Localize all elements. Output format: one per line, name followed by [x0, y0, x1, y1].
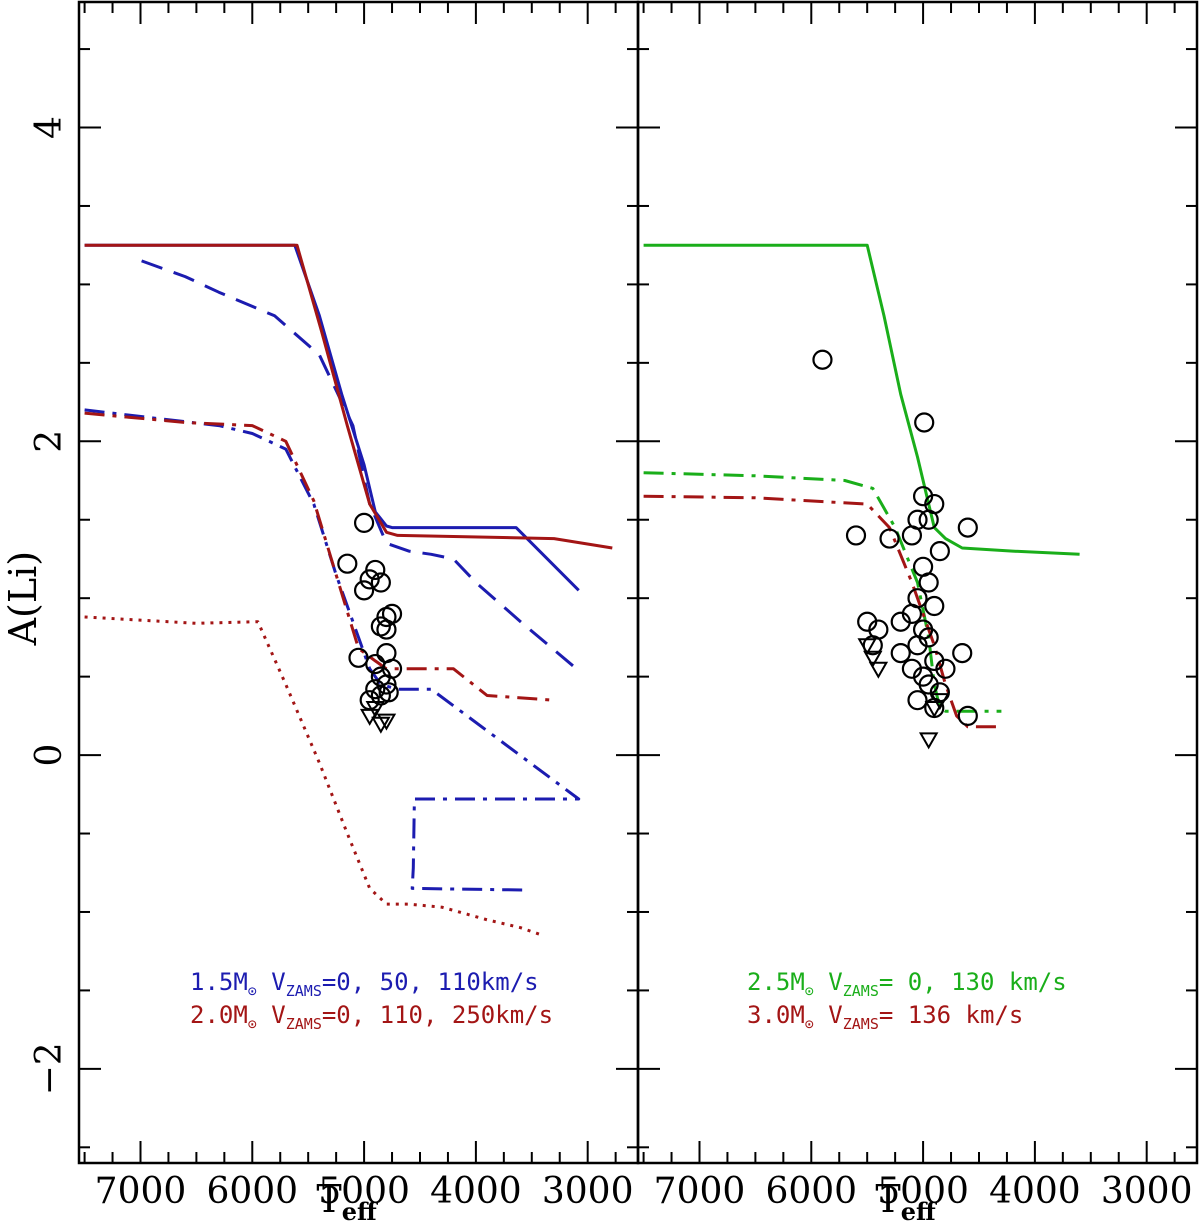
data-point-circle [935, 658, 956, 679]
data-point-circle [952, 643, 973, 664]
legend-v-sub: ZAMS [843, 982, 879, 1000]
legend-values: = 0, 130 km/s [879, 968, 1067, 996]
series-line-5 [84, 615, 544, 937]
series-line-4 [84, 411, 555, 702]
legend-entry: 2.0M⊙ VZAMS=0, 110, 250km/s [190, 1001, 553, 1033]
data-point-circle [957, 517, 978, 538]
data-point-circle [845, 525, 867, 546]
data-point-circle [918, 572, 939, 593]
legend-sun-symbol: ⊙ [248, 1015, 257, 1033]
legend-sun-symbol: ⊙ [248, 982, 257, 1000]
data-point-circle [857, 611, 878, 632]
series-line-1 [141, 259, 578, 670]
data-point-circle [862, 635, 883, 656]
data-point-upper-limit [376, 713, 397, 731]
legend-entry: 3.0M⊙ VZAMS= 136 km/s [747, 1001, 1023, 1033]
data-point-circle [907, 690, 928, 711]
y-tick-label: 2 [29, 430, 70, 453]
x-tick-label: 6000 [765, 1171, 857, 1212]
y-tick-label: 0 [29, 744, 70, 767]
legend-v: V [814, 1001, 843, 1029]
data-point-circle [812, 349, 833, 370]
legend-v: V [257, 968, 286, 996]
legend-v-sub: ZAMS [286, 1015, 322, 1033]
data-point-circle [890, 643, 911, 664]
data-point-circle [337, 553, 358, 574]
data-point-circle [914, 412, 935, 433]
data-point-circle [901, 658, 923, 679]
x-tick-label: 6000 [206, 1171, 298, 1212]
data-point-circle [376, 619, 397, 640]
x-tick-label: 4000 [430, 1171, 522, 1212]
data-point-upper-limit [863, 650, 883, 668]
x-tick-label: 5000 [877, 1171, 969, 1212]
series-line-1 [643, 471, 1002, 713]
data-point-circle [365, 559, 386, 581]
x-tick-label: 4000 [989, 1171, 1081, 1212]
series-line-3 [84, 243, 613, 550]
legend-entry: 2.5M⊙ VZAMS= 0, 130 km/s [747, 968, 1067, 1000]
legend-mass: 2.5M [747, 968, 805, 996]
data-point-circle [957, 705, 978, 726]
x-tick-label: 7000 [654, 1171, 746, 1212]
data-point-circle [924, 595, 945, 617]
data-point-upper-limit [365, 701, 385, 719]
data-point-upper-limit [930, 693, 950, 711]
y-axis-title: A(Li) [1, 551, 45, 646]
legend-v-sub: ZAMS [286, 982, 322, 1000]
x-axis-title-sub: eff [342, 1197, 378, 1223]
y-tick-label: −2 [29, 1042, 70, 1095]
legend-v-sub: ZAMS [843, 1015, 879, 1033]
y-tick-label: 4 [29, 116, 70, 139]
data-point-circle [907, 635, 928, 656]
x-tick-label: 7000 [95, 1171, 187, 1212]
data-point-circle [901, 525, 923, 546]
data-point-circle [929, 541, 950, 562]
legend-entry: 1.5M⊙ VZAMS=0, 50, 110km/s [190, 968, 539, 1000]
data-point-upper-limit [868, 661, 889, 679]
legend-values: =0, 50, 110km/s [322, 968, 539, 996]
legend-v: V [257, 1001, 286, 1029]
plot-area [643, 243, 1080, 750]
legend-sun-symbol: ⊙ [805, 1015, 814, 1033]
data-point-circle [353, 580, 375, 601]
data-point-upper-limit [857, 638, 877, 656]
x-axis-title-sub: eff [901, 1197, 937, 1223]
x-tick-label: 5000 [318, 1171, 410, 1212]
series-line-2 [643, 494, 1002, 729]
data-point-upper-limit [918, 732, 939, 750]
data-point-circle [890, 611, 911, 632]
data-point-circle [370, 572, 391, 593]
legend-values: = 136 km/s [879, 1001, 1024, 1029]
data-point-circle [879, 528, 900, 549]
legend-sun-symbol: ⊙ [805, 982, 814, 1000]
plot-area [84, 243, 613, 937]
legend-values: =0, 110, 250km/s [322, 1001, 553, 1029]
series-line-0 [643, 243, 1080, 556]
data-point-circle [376, 643, 397, 664]
series-line-2 [84, 408, 581, 892]
left-panel: 7000 6000 5000 4000 3000−2024A(Li)Teff1.5M⊙ … [1, 0, 640, 1223]
data-point-upper-limit [924, 701, 944, 719]
x-tick-label: 3000 [542, 1171, 634, 1212]
legend-mass: 2.0M [190, 1001, 248, 1029]
data-point-circle [365, 679, 386, 700]
legend-mass: 1.5M [190, 968, 248, 996]
legend-mass: 3.0M [747, 1001, 805, 1029]
x-tick-label: 3000 [1101, 1171, 1193, 1212]
data-point-circle [918, 509, 939, 530]
legend-v: V [814, 968, 843, 996]
plot-frame [636, 0, 1199, 1165]
data-point-circle [353, 512, 375, 533]
